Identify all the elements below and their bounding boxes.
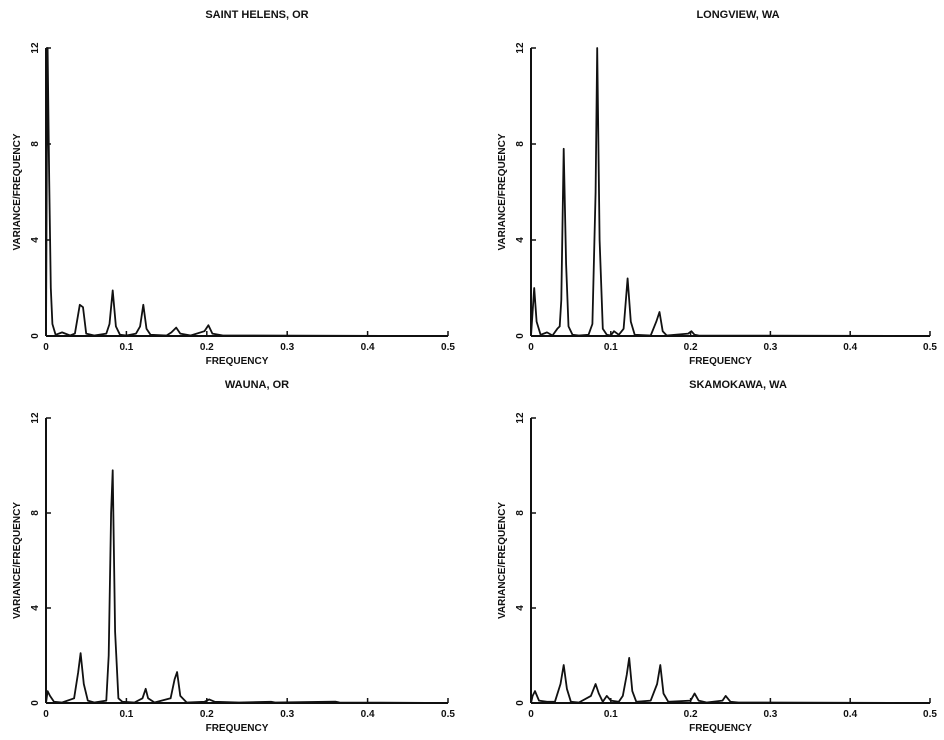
- chart-title: SKAMOKAWA, WA: [689, 379, 787, 391]
- y-tick-label: 0: [515, 700, 526, 706]
- x-tick-label: 0.3: [763, 342, 777, 353]
- y-tick-label: 12: [30, 42, 41, 54]
- y-tick-label: 4: [515, 605, 526, 611]
- chart-panel-2: LONGVIEW, WA 0 0.1 0.2 0.3 0.4 0.5 0 4 8 12 FREQUEN…: [497, 9, 937, 367]
- x-axis-label: FREQUENCY: [206, 723, 269, 734]
- x-tick-label: 0.5: [441, 342, 455, 353]
- x-tick-label: 0: [43, 709, 49, 720]
- x-tick-label: 0: [528, 709, 534, 720]
- y-tick-label: 0: [30, 333, 41, 339]
- y-tick-label: 8: [30, 141, 41, 147]
- x-axis-label: FREQUENCY: [689, 723, 752, 734]
- y-tick-label: 8: [515, 141, 526, 147]
- x-tick-label: 0.4: [843, 709, 857, 720]
- y-tick-label: 4: [30, 237, 41, 243]
- spectrum-line: [530, 47, 931, 337]
- chart-panel-3: WAUNA, OR 0 0.1 0.2 0.3 0.4 0.5 0 4 8 12 FREQUENCY V…: [12, 379, 455, 734]
- y-tick-label: 12: [515, 412, 526, 424]
- x-tick-label: 0.5: [923, 709, 937, 720]
- chart-panel-1: SAINT HELENS, OR 0 0.1 0.2 0.3 0.4 0.5 0 4 8 12 FRE…: [12, 9, 455, 367]
- x-axis-label: FREQUENCY: [689, 356, 752, 367]
- x-axis-label: FREQUENCY: [206, 356, 269, 367]
- spectrum-line: [530, 657, 931, 704]
- x-tick-label: 0: [43, 342, 49, 353]
- x-tick-label: 0.3: [280, 709, 294, 720]
- x-tick-label: 0.2: [684, 709, 698, 720]
- chart-title: LONGVIEW, WA: [696, 9, 779, 21]
- x-tick-label: 0.4: [361, 342, 375, 353]
- x-tick-label: 0.5: [441, 709, 455, 720]
- chart-title: SAINT HELENS, OR: [205, 9, 308, 21]
- y-tick-label: 12: [515, 42, 526, 54]
- spectrum-line: [45, 47, 449, 337]
- chart-title: WAUNA, OR: [225, 379, 289, 391]
- y-axis-label: VARIANCE/FREQUENCY: [497, 133, 508, 250]
- y-axis-label: VARIANCE/FREQUENCY: [12, 133, 23, 250]
- x-tick-label: 0: [528, 342, 534, 353]
- y-tick-label: 0: [30, 700, 41, 706]
- x-tick-label: 0.5: [923, 342, 937, 353]
- y-axis-label: VARIANCE/FREQUENCY: [12, 502, 23, 619]
- x-tick-label: 0.4: [361, 709, 375, 720]
- x-tick-label: 0.4: [843, 342, 857, 353]
- y-tick-label: 8: [515, 510, 526, 516]
- y-tick-label: 0: [515, 333, 526, 339]
- y-tick-label: 4: [30, 605, 41, 611]
- x-tick-label: 0.3: [280, 342, 294, 353]
- chart-panel-4: SKAMOKAWA, WA 0 0.1 0.2 0.3 0.4 0.5 0 4 8 12 FREQUE…: [497, 379, 937, 734]
- x-tick-label: 0.2: [200, 342, 214, 353]
- x-tick-label: 0.2: [200, 709, 214, 720]
- x-tick-label: 0.1: [119, 709, 133, 720]
- y-axis-label: VARIANCE/FREQUENCY: [497, 502, 508, 619]
- x-tick-label: 0.2: [684, 342, 698, 353]
- x-tick-label: 0.1: [119, 342, 133, 353]
- x-tick-label: 0.1: [604, 709, 618, 720]
- x-tick-label: 0.3: [763, 709, 777, 720]
- y-tick-label: 4: [515, 237, 526, 243]
- x-tick-label: 0.1: [604, 342, 618, 353]
- spectrum-line: [45, 469, 449, 704]
- y-tick-label: 12: [30, 412, 41, 424]
- y-tick-label: 8: [30, 510, 41, 516]
